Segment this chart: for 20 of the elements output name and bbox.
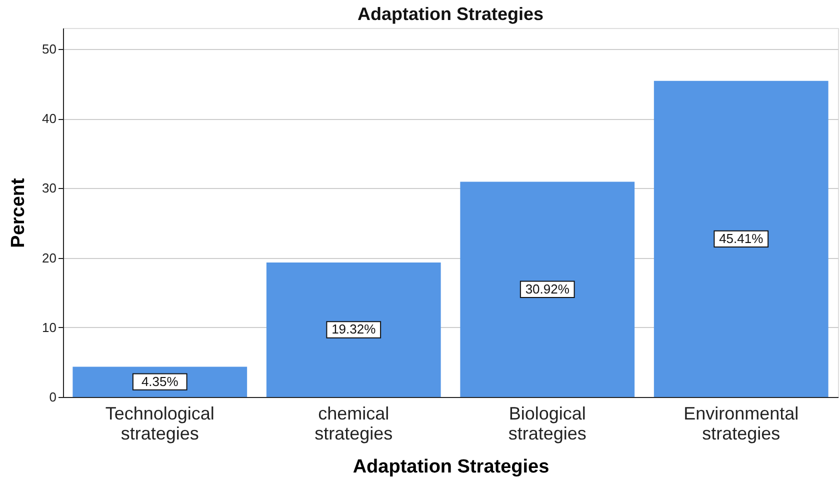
y-tick-label: 10 — [42, 320, 56, 335]
x-tick-label: Technological strategies — [105, 404, 214, 444]
y-tick-label: 40 — [42, 111, 56, 126]
data-label: 30.92% — [525, 281, 570, 296]
x-axis-title: Adaptation Strategies — [352, 456, 550, 478]
y-tick-label: 20 — [42, 250, 56, 266]
data-label: 19.32% — [332, 322, 376, 337]
bar — [654, 80, 828, 397]
x-tick-label: chemical strategies — [314, 404, 393, 444]
y-tick-label: 50 — [42, 41, 56, 56]
y-tick-label: 0 — [49, 390, 56, 404]
data-label: 4.35% — [141, 374, 179, 389]
chart-title: Adaptation Strategies — [357, 4, 544, 24]
bar — [460, 182, 635, 397]
x-tick-label: Biological strategies — [508, 404, 586, 444]
bar — [266, 262, 441, 397]
x-tick-label: Environmental strategies — [684, 404, 799, 444]
y-axis-title: Percent — [8, 177, 30, 248]
data-label: 45.41% — [719, 230, 764, 246]
y-tick-label: 30 — [42, 180, 56, 196]
